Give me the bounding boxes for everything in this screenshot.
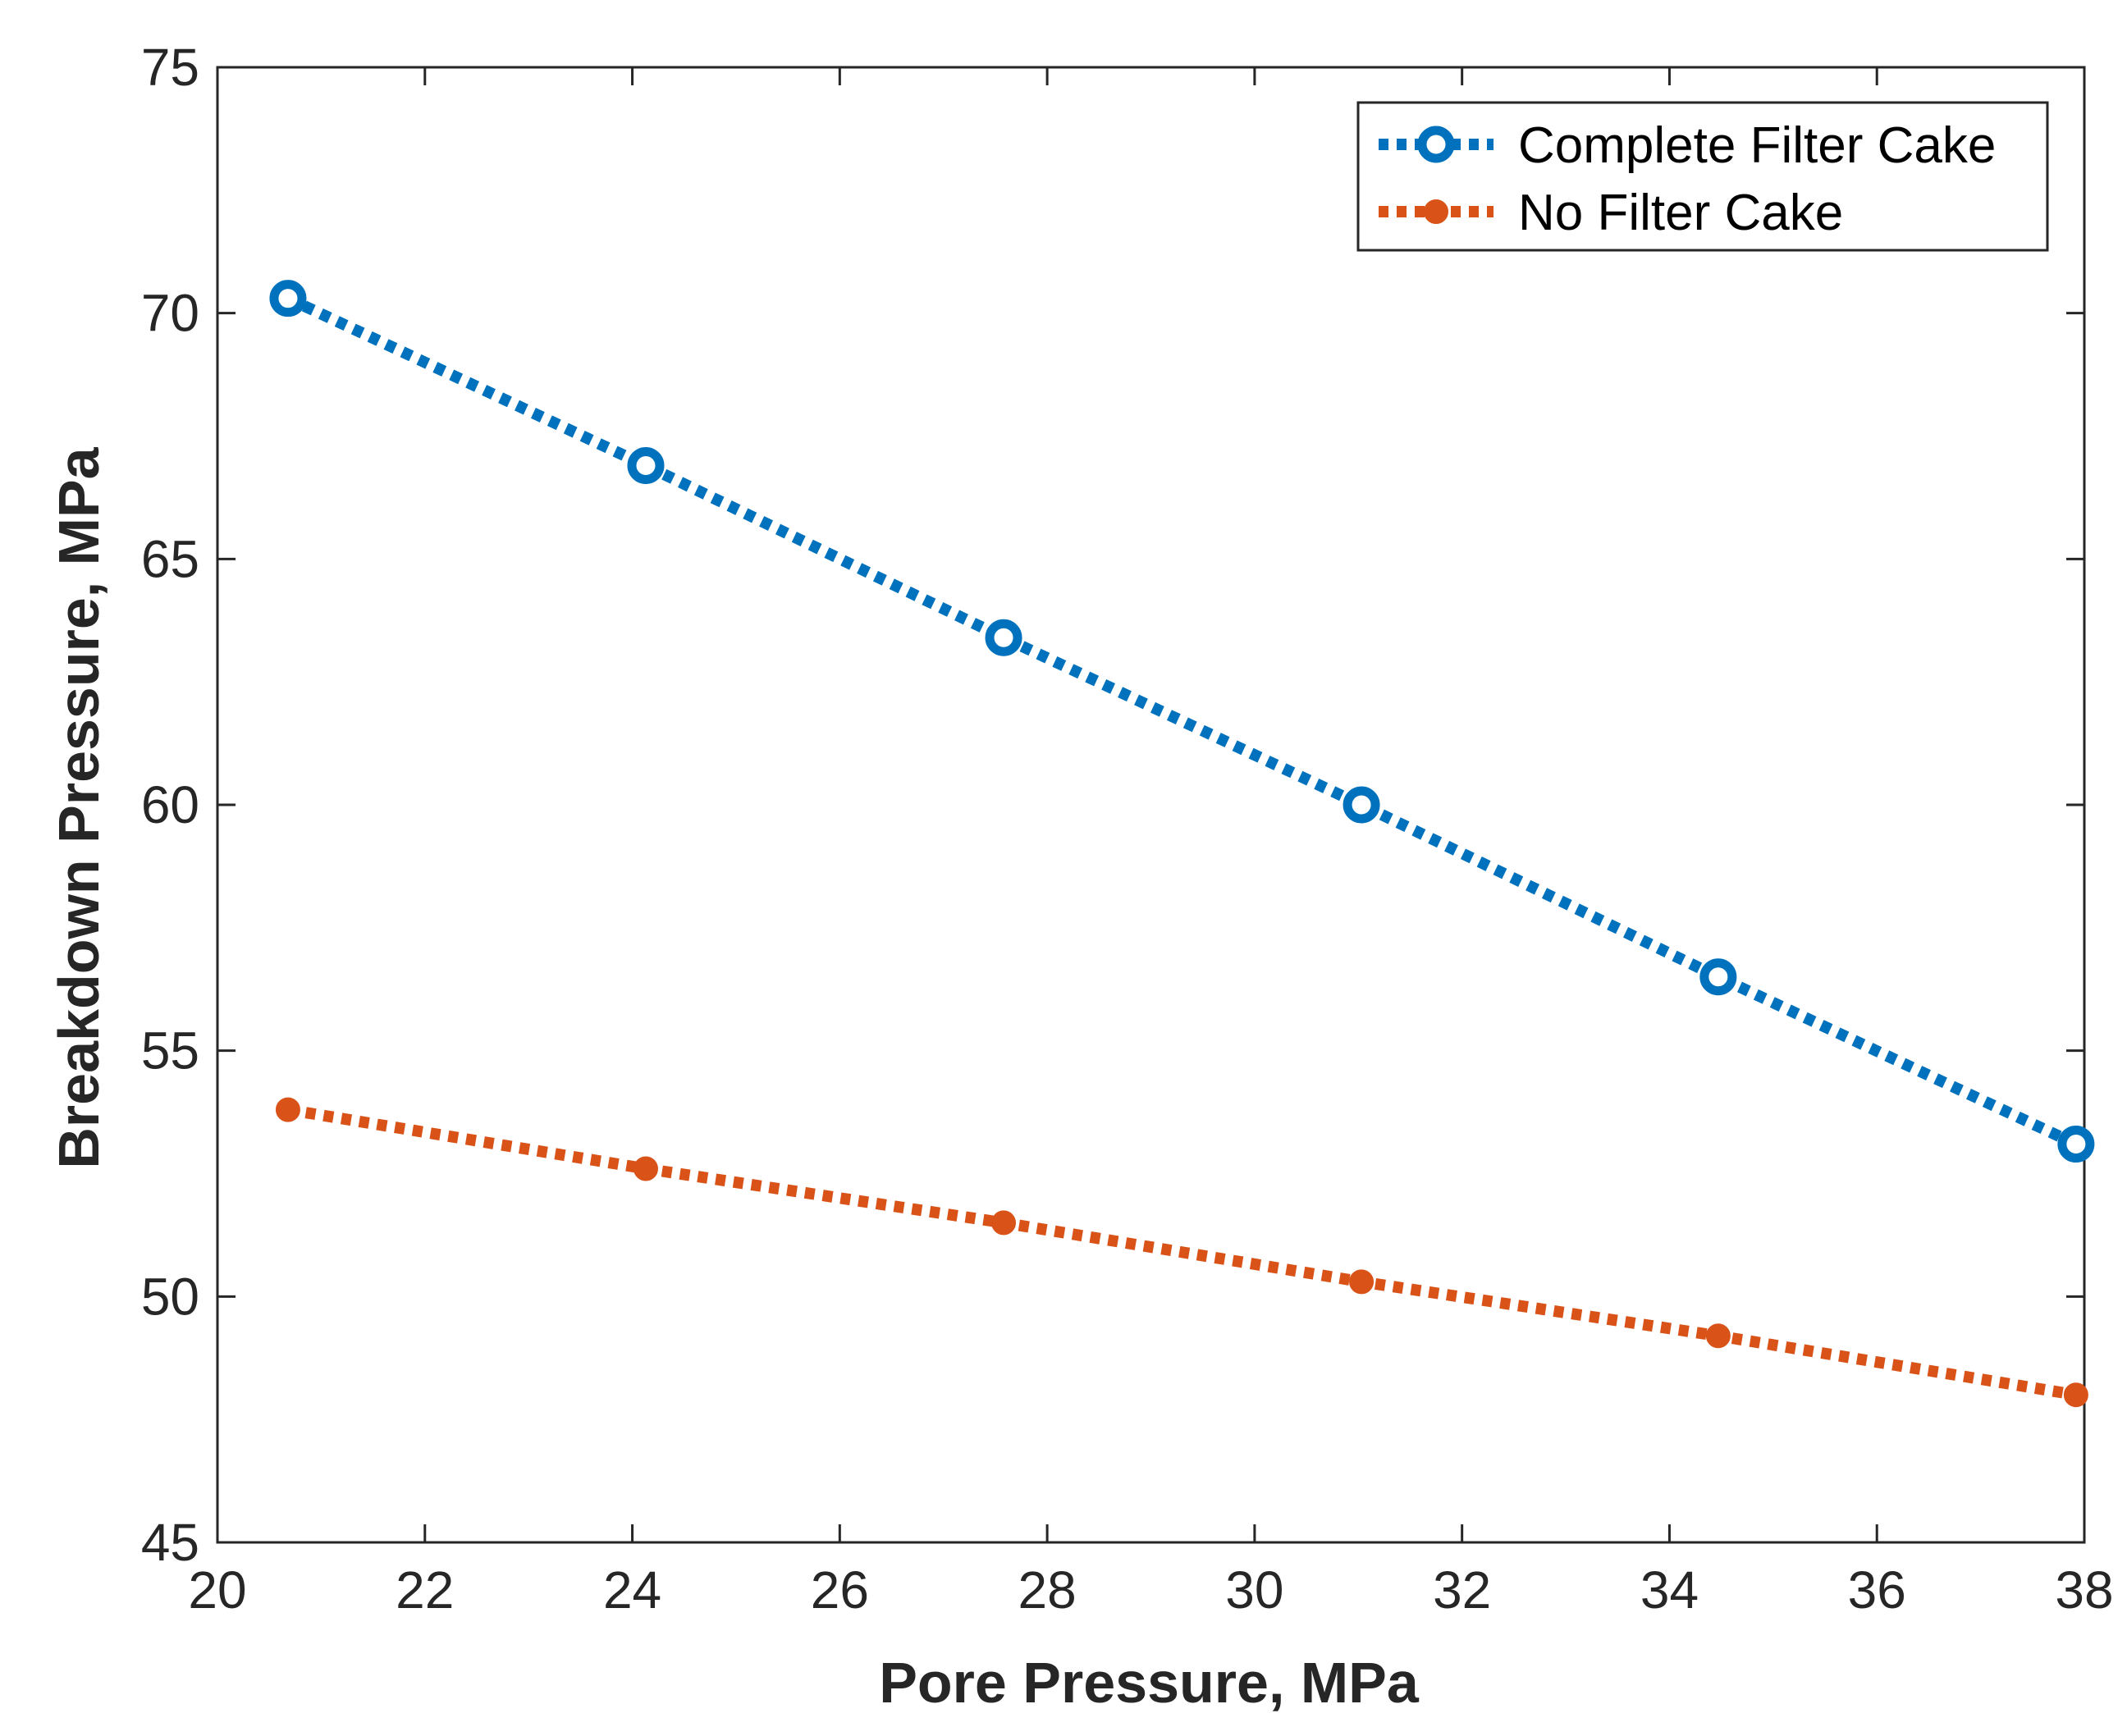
- y-axis-title: Breakdown Pressure, MPa: [47, 446, 111, 1168]
- data-point-complete-filter-cake: [269, 280, 307, 318]
- series-layer: [269, 280, 2095, 1408]
- legend-marker-no-filter-cake: [1424, 199, 1448, 224]
- data-point-no-filter-cake: [1349, 1269, 1375, 1295]
- data-point-complete-filter-cake: [1343, 786, 1380, 824]
- legend-box: [1356, 101, 2049, 252]
- plot-frame: [216, 66, 2086, 1544]
- data-point-no-filter-cake: [1705, 1323, 1731, 1349]
- legend-marker-complete-filter-cake: [1417, 126, 1455, 163]
- y-tick-label: 55: [141, 1021, 199, 1080]
- legend-label-complete-filter-cake: Complete Filter Cake: [1518, 117, 1996, 174]
- x-tick-label: 22: [396, 1560, 454, 1620]
- y-tick-label: 70: [141, 284, 199, 343]
- series-line-no-filter-cake: [286, 1103, 2078, 1401]
- x-tick-label: 20: [188, 1560, 246, 1620]
- legend-label-no-filter-cake: No Filter Cake: [1518, 185, 1843, 241]
- y-tick-label: 45: [141, 1513, 199, 1572]
- x-tick-label: 32: [1433, 1560, 1491, 1620]
- legend: Complete Filter Cake No Filter Cake: [1356, 101, 2049, 252]
- data-point-complete-filter-cake: [985, 619, 1022, 656]
- x-axis-ticks: 20 22 24 26 28 30 32 34 36 38: [188, 67, 2114, 1620]
- x-axis-title: Pore Pressure, MPa: [879, 1651, 1420, 1715]
- y-tick-label: 50: [141, 1267, 199, 1326]
- y-tick-label: 75: [141, 38, 199, 97]
- data-point-no-filter-cake: [633, 1156, 658, 1181]
- y-tick-label: 60: [141, 775, 199, 834]
- data-point-complete-filter-cake: [627, 446, 665, 484]
- data-point-complete-filter-cake: [2057, 1126, 2095, 1163]
- data-point-no-filter-cake: [991, 1210, 1017, 1236]
- data-point-complete-filter-cake: [1699, 958, 1737, 996]
- data-point-no-filter-cake: [2063, 1382, 2088, 1408]
- x-tick-label: 24: [603, 1560, 661, 1620]
- x-tick-label: 34: [1640, 1560, 1699, 1620]
- x-tick-label: 36: [1848, 1560, 1906, 1620]
- y-tick-label: 65: [141, 529, 199, 588]
- x-tick-label: 28: [1018, 1560, 1077, 1620]
- plot-area-border: [216, 66, 2086, 1544]
- series-line-complete-filter-cake: [285, 293, 2079, 1149]
- x-tick-label: 38: [2055, 1560, 2113, 1620]
- data-point-no-filter-cake: [275, 1097, 300, 1122]
- x-tick-label: 26: [811, 1560, 869, 1620]
- x-tick-label: 30: [1225, 1560, 1283, 1620]
- y-axis-ticks: 45 50 55 60 65 70 75: [141, 38, 2084, 1572]
